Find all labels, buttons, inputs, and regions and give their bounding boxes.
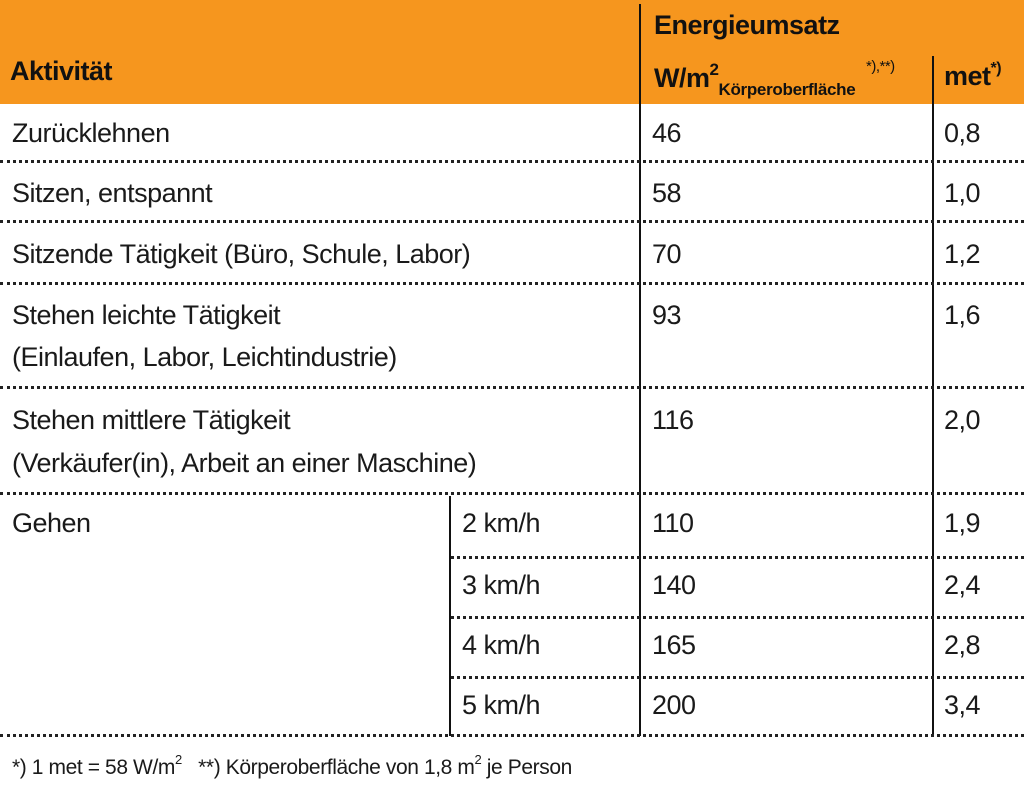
footnote-met: *) 1 met = 58 W/m: [12, 756, 175, 779]
table-header: [0, 0, 1024, 104]
met-cell: 1,9: [944, 508, 981, 538]
header-wm2: W/m2Körperoberfläche: [654, 60, 856, 100]
header-met-mark: *): [990, 60, 1002, 77]
activity-cell: Sitzende Tätigkeit (Büro, Schule, Labor): [12, 239, 471, 269]
header-activity: Aktivität: [10, 56, 113, 86]
activity-cell: Stehen leichte Tätigkeit: [12, 300, 281, 330]
row-divider: [0, 282, 1024, 285]
footnote-per-person: je Person: [481, 756, 573, 779]
footnote: *) 1 met = 58 W/m2 **) Körperoberfläche …: [12, 752, 572, 780]
met-cell: 1,6: [944, 300, 981, 330]
header-wm2-mark-wrap: *),**): [866, 58, 895, 92]
met-cell: 2,8: [944, 630, 981, 660]
header-wm2-mark: *),**): [866, 58, 895, 75]
met-cell: 3,4: [944, 690, 981, 720]
wm2-cell: 46: [652, 118, 682, 148]
wm2-cell: 110: [652, 508, 694, 538]
wm2-cell: 58: [652, 178, 682, 208]
met-cell: 1,0: [944, 178, 981, 208]
header-wm2-sub: Körperoberfläche: [718, 80, 856, 99]
speed-cell: 3 km/h: [462, 570, 541, 600]
row-divider-sub: [451, 676, 1024, 679]
footnote-body-area-exp: 2: [474, 752, 482, 767]
header-wm2-exp: 2: [709, 60, 719, 79]
row-divider: [0, 220, 1024, 223]
wm2-cell: 116: [652, 405, 694, 435]
met-cell: 2,4: [944, 570, 981, 600]
activity-cell: Sitzen, entspannt: [12, 178, 213, 208]
met-cell: 1,2: [944, 239, 981, 269]
row-divider: [0, 160, 1024, 163]
row-divider-sub: [451, 616, 1024, 619]
row-divider-sub: [451, 556, 1024, 559]
footnote-met-exp: 2: [175, 752, 182, 767]
activity-cell-line2: (Verkäufer(in), Arbeit an einer Maschine…: [12, 448, 477, 478]
wm2-cell: 165: [652, 630, 696, 660]
header-met-label: met: [944, 61, 991, 91]
header-wm2-main: W/m: [654, 63, 710, 93]
row-divider: [0, 492, 1024, 495]
speed-cell: 5 km/h: [462, 690, 541, 720]
wm2-cell: 140: [652, 570, 696, 600]
wm2-cell: 93: [652, 300, 682, 330]
column-divider-energy: [639, 4, 641, 736]
met-cell: 2,0: [944, 405, 981, 435]
row-divider: [0, 386, 1024, 389]
wm2-cell: 200: [652, 690, 696, 720]
header-met: met*): [944, 60, 1002, 92]
column-divider-speed: [449, 496, 451, 736]
activity-cell: Stehen mittlere Tätigkeit: [12, 405, 291, 435]
met-cell: 0,8: [944, 118, 981, 148]
speed-cell: 4 km/h: [462, 630, 541, 660]
footnote-body-area: **) Körperoberfläche von 1,8 m: [198, 756, 475, 779]
activity-cell: Zurücklehnen: [12, 118, 170, 148]
wm2-cell: 70: [652, 239, 682, 269]
column-divider-met: [932, 56, 934, 736]
row-divider: [0, 734, 1024, 737]
speed-cell: 2 km/h: [462, 508, 541, 538]
header-energy-group: Energieumsatz: [654, 10, 840, 40]
activity-cell: Gehen: [12, 508, 91, 538]
activity-cell-line2: (Einlaufen, Labor, Leichtindustrie): [12, 342, 397, 372]
